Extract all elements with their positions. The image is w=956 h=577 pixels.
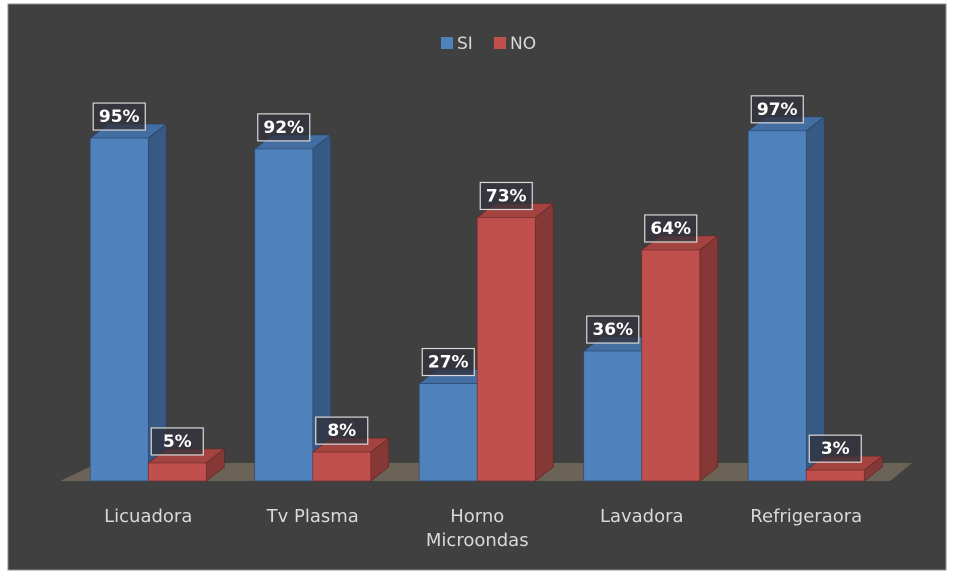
bar	[747, 130, 807, 482]
x-tick-label: Licuadora	[104, 506, 193, 527]
bar-side	[534, 202, 554, 482]
data-label: 95%	[99, 107, 140, 127]
data-label: 3%	[821, 439, 850, 459]
data-label-box	[315, 416, 369, 445]
data-label: 8%	[327, 421, 356, 441]
data-label-box	[808, 434, 862, 463]
data-label-box	[586, 315, 640, 344]
data-label: 73%	[486, 186, 527, 206]
data-label: 36%	[592, 320, 633, 340]
legend-label: SI	[457, 34, 473, 54]
bar	[476, 217, 536, 482]
data-label-box	[644, 214, 698, 243]
data-label-box	[421, 347, 475, 377]
bar	[641, 249, 701, 482]
bar-side	[699, 235, 719, 482]
data-label: 27%	[428, 353, 469, 373]
data-label-box	[257, 113, 311, 142]
x-tick-label: Refrigeraora	[750, 506, 863, 527]
x-tick-label: Horno Microondas	[425, 506, 529, 551]
x-tick-label: Tv Plasma	[266, 506, 359, 527]
x-tick-label: Lavadora	[599, 506, 684, 527]
bar	[583, 350, 643, 482]
data-label-box	[479, 181, 533, 211]
bar	[89, 137, 149, 482]
bar	[312, 451, 372, 482]
bar-side	[805, 116, 825, 482]
bar	[805, 469, 865, 482]
data-label: 92%	[263, 118, 304, 138]
bar	[254, 148, 314, 482]
data-label-box	[750, 95, 804, 124]
bar	[147, 462, 207, 482]
bar	[418, 383, 478, 482]
legend-label: NO	[510, 34, 536, 54]
legend-swatch	[441, 37, 453, 49]
data-label-box	[150, 427, 204, 456]
data-label: 5%	[163, 432, 192, 452]
data-label-box	[92, 102, 146, 131]
data-label: 97%	[757, 100, 798, 120]
legend-swatch	[494, 37, 506, 49]
data-label: 64%	[650, 219, 691, 239]
